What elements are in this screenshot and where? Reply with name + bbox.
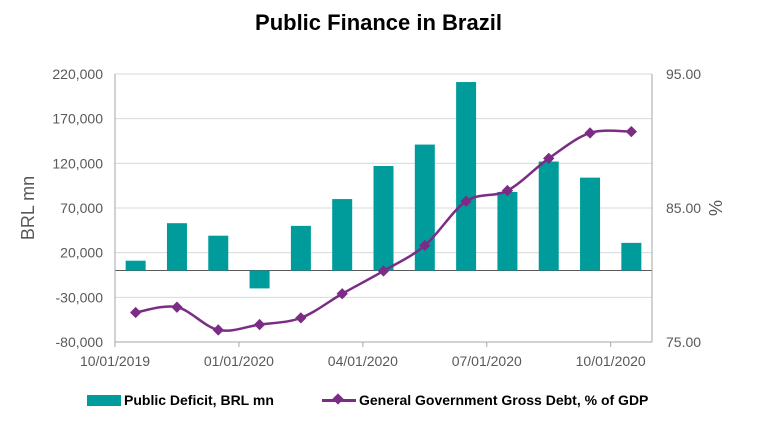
bar	[332, 199, 353, 271]
bar	[249, 270, 270, 289]
bar	[538, 161, 559, 271]
legend-item-public-deficit: Public Deficit, BRL mn	[87, 392, 274, 408]
debt-point	[625, 125, 638, 138]
y-tick-label: 170,000	[52, 111, 103, 127]
debt-point	[336, 288, 348, 300]
debt-point	[129, 306, 142, 319]
y-tick-label: 20,000	[60, 245, 103, 261]
y-tick-label: 220,000	[52, 66, 103, 82]
x-tick-label: 10/01/2020	[576, 353, 646, 369]
debt-point	[501, 184, 514, 197]
y2-tick-label: 75.00	[666, 334, 701, 350]
legend-label: General Government Gross Debt, % of GDP	[359, 392, 649, 408]
debt-point	[419, 239, 431, 252]
axes: 220,000 170,000 120,000 70,000 20,000 -30,000…	[52, 66, 701, 369]
debt-point	[295, 312, 307, 324]
bar	[580, 177, 601, 271]
chart-title: Public Finance in Brazil	[255, 10, 502, 35]
y2-tick-label: 95.00	[666, 66, 701, 82]
bar	[208, 235, 229, 271]
y-axis-label: BRL mn	[18, 176, 38, 240]
debt-point	[212, 324, 224, 336]
bar	[290, 225, 311, 271]
debt-point	[171, 301, 183, 313]
legend: Public Deficit, BRL mn General Governmen…	[0, 392, 757, 414]
debt-point	[584, 127, 596, 139]
bar-series	[125, 82, 642, 289]
legend-item-gross-debt: General Government Gross Debt, % of GDP	[322, 392, 648, 408]
y-tick-label: -30,000	[56, 289, 104, 305]
legend-label: Public Deficit, BRL mn	[124, 392, 274, 408]
x-tick-label: 01/01/2020	[204, 353, 274, 369]
legend-swatch-bar	[87, 394, 121, 406]
bar	[621, 242, 642, 271]
y2-axis-label: %	[706, 200, 726, 216]
bar	[166, 223, 187, 271]
bar	[373, 166, 394, 271]
y2-tick-label: 85.00	[666, 200, 701, 216]
x-tick-label: 10/01/2019	[80, 353, 150, 369]
bar	[456, 82, 477, 271]
x-tick-label: 04/01/2020	[328, 353, 398, 369]
debt-point	[460, 195, 472, 207]
debt-point	[543, 152, 555, 165]
line-series	[129, 125, 638, 336]
debt-point	[377, 265, 390, 277]
legend-swatch-line	[322, 394, 356, 406]
y-tick-label: -80,000	[56, 334, 104, 350]
y-tick-label: 120,000	[52, 155, 103, 171]
bar	[497, 191, 518, 271]
bar	[125, 260, 146, 271]
debt-point	[253, 318, 266, 331]
x-tick-label: 07/01/2020	[452, 353, 522, 369]
y-tick-label: 70,000	[60, 200, 103, 216]
